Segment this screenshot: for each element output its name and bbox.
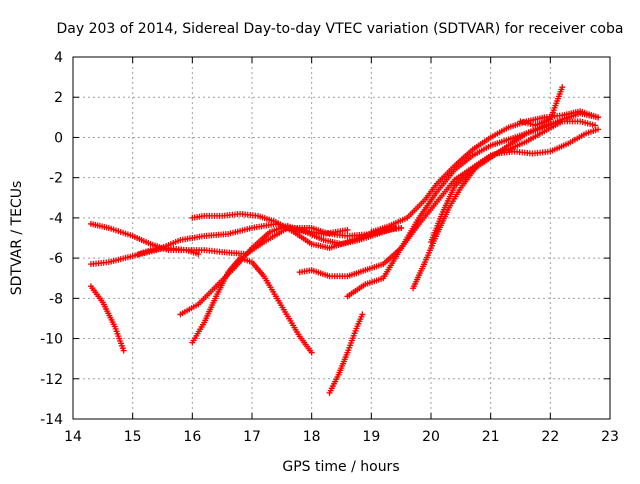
data-point xyxy=(398,224,405,231)
x-tick-label: 15 xyxy=(124,429,142,445)
data-point xyxy=(344,226,351,233)
x-tick-label: 23 xyxy=(601,429,619,445)
y-tick-label: -12 xyxy=(40,372,63,388)
data-point xyxy=(195,251,202,258)
x-tick-label: 14 xyxy=(64,429,82,445)
x-tick-label: 21 xyxy=(482,429,500,445)
series-track-3 xyxy=(87,283,127,354)
data-point xyxy=(595,126,602,133)
y-tick-label: -4 xyxy=(49,211,63,227)
data-point xyxy=(359,311,366,318)
data-point xyxy=(120,347,127,354)
x-tick-label: 18 xyxy=(303,429,321,445)
x-tick-label: 22 xyxy=(541,429,559,445)
y-tick-label: -14 xyxy=(40,412,63,428)
x-tick-label: 17 xyxy=(243,429,261,445)
series-track-9 xyxy=(326,311,366,396)
y-tick-label: 4 xyxy=(54,50,63,66)
y-tick-label: 0 xyxy=(54,130,63,146)
x-tick-label: 19 xyxy=(362,429,380,445)
data-point xyxy=(592,122,599,129)
plot-frame xyxy=(72,56,611,420)
series-track-13 xyxy=(428,118,599,246)
series-track-7 xyxy=(189,255,315,356)
y-axis-label: SDTVAR / TECUs xyxy=(9,181,25,296)
x-tick-label: 16 xyxy=(183,429,201,445)
data-points xyxy=(87,84,602,396)
chart-title: Day 203 of 2014, Sidereal Day-to-day VTE… xyxy=(57,21,624,37)
data-point xyxy=(392,224,399,231)
x-axis-label: GPS time / hours xyxy=(282,459,399,475)
y-tick-label: -10 xyxy=(40,332,63,348)
series-track-6 xyxy=(177,222,399,318)
series-track-14 xyxy=(517,84,566,129)
data-point xyxy=(308,349,315,356)
y-tick-label: -8 xyxy=(49,291,63,307)
axis-ticks: 14 15 16 17 18 19 20 21 22 23 -14 -12 -10 -8 -6 -4 -2 0 2 4 xyxy=(40,50,619,445)
data-point xyxy=(595,114,602,121)
y-tick-label: -2 xyxy=(49,171,63,187)
y-tick-label: 2 xyxy=(54,90,63,106)
data-point xyxy=(559,84,566,91)
y-tick-label: -6 xyxy=(49,251,63,267)
x-tick-label: 20 xyxy=(422,429,440,445)
